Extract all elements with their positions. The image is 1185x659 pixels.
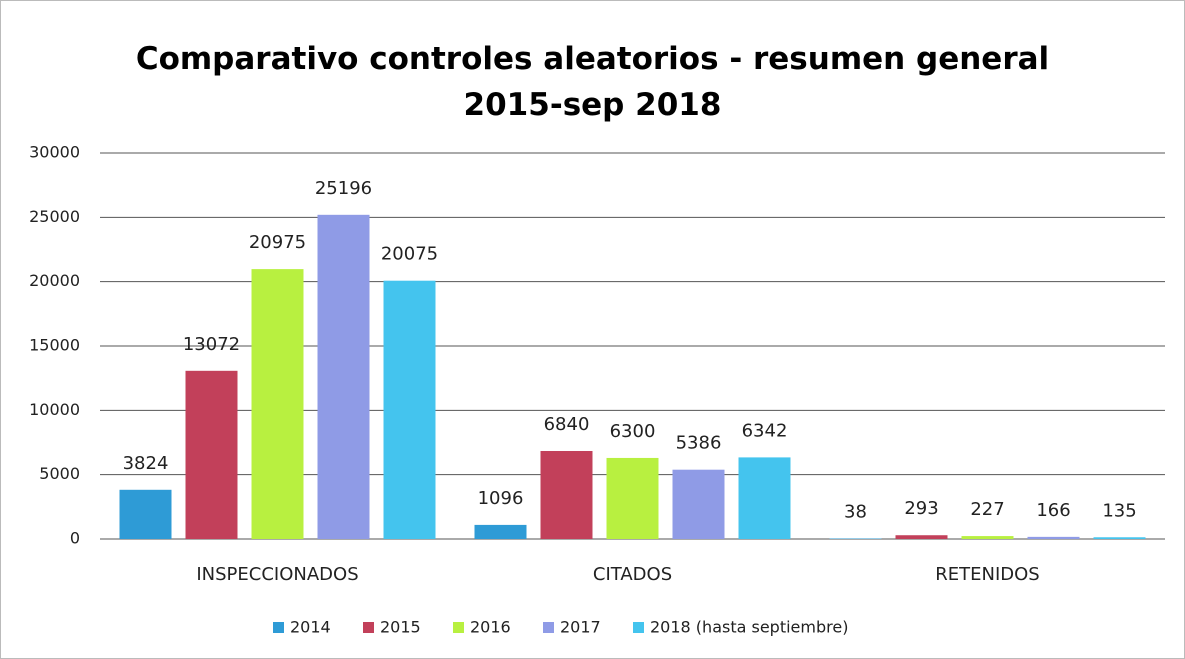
x-tick-label: CITADOS	[593, 564, 672, 585]
value-label: 5386	[676, 433, 722, 454]
value-label: 166	[1036, 500, 1070, 521]
bar	[738, 457, 791, 539]
chart-title: Comparativo controles aleatorios - resum…	[135, 41, 1050, 123]
legend-label: 2016	[470, 618, 511, 637]
y-tick-label: 10000	[29, 400, 80, 419]
x-tick-label: RETENIDOS	[935, 564, 1039, 585]
y-tick-label: 20000	[29, 271, 80, 290]
bar	[895, 535, 948, 539]
y-tick-label: 5000	[39, 464, 80, 483]
legend-label: 2017	[560, 618, 601, 637]
value-label: 135	[1102, 500, 1136, 521]
bar	[474, 524, 527, 539]
value-label: 6840	[544, 414, 590, 435]
value-label: 38	[844, 502, 867, 523]
bar	[317, 214, 370, 539]
bar	[383, 280, 436, 539]
bar	[1093, 537, 1146, 539]
legend-label: 2018 (hasta septiembre)	[650, 618, 848, 637]
x-tick-label: INSPECCIONADOS	[196, 564, 358, 585]
value-label: 25196	[315, 178, 372, 199]
legend-swatch	[363, 622, 374, 633]
value-label: 20975	[249, 232, 306, 253]
bar	[606, 457, 659, 539]
y-tick-label: 25000	[29, 207, 80, 226]
bar	[251, 269, 304, 539]
bar	[540, 450, 593, 539]
y-tick-label: 0	[70, 529, 80, 548]
legend-label: 2014	[290, 618, 331, 637]
value-label: 20075	[381, 244, 438, 265]
bar	[672, 469, 725, 539]
value-label: 1096	[478, 488, 524, 509]
value-label: 293	[904, 498, 938, 519]
value-label: 3824	[123, 453, 169, 474]
bar	[185, 370, 238, 539]
bar	[1027, 536, 1080, 539]
bar	[119, 489, 172, 539]
legend-swatch	[633, 622, 644, 633]
value-label: 227	[970, 499, 1004, 520]
legend-label: 2015	[380, 618, 421, 637]
legend-swatch	[453, 622, 464, 633]
value-label: 6300	[610, 421, 656, 442]
legend-swatch	[273, 622, 284, 633]
bar	[961, 536, 1014, 539]
y-tick-label: 15000	[29, 336, 80, 355]
legend-swatch	[543, 622, 554, 633]
value-label: 6342	[742, 420, 788, 441]
y-tick-label: 30000	[29, 143, 80, 162]
value-label: 13072	[183, 334, 240, 355]
